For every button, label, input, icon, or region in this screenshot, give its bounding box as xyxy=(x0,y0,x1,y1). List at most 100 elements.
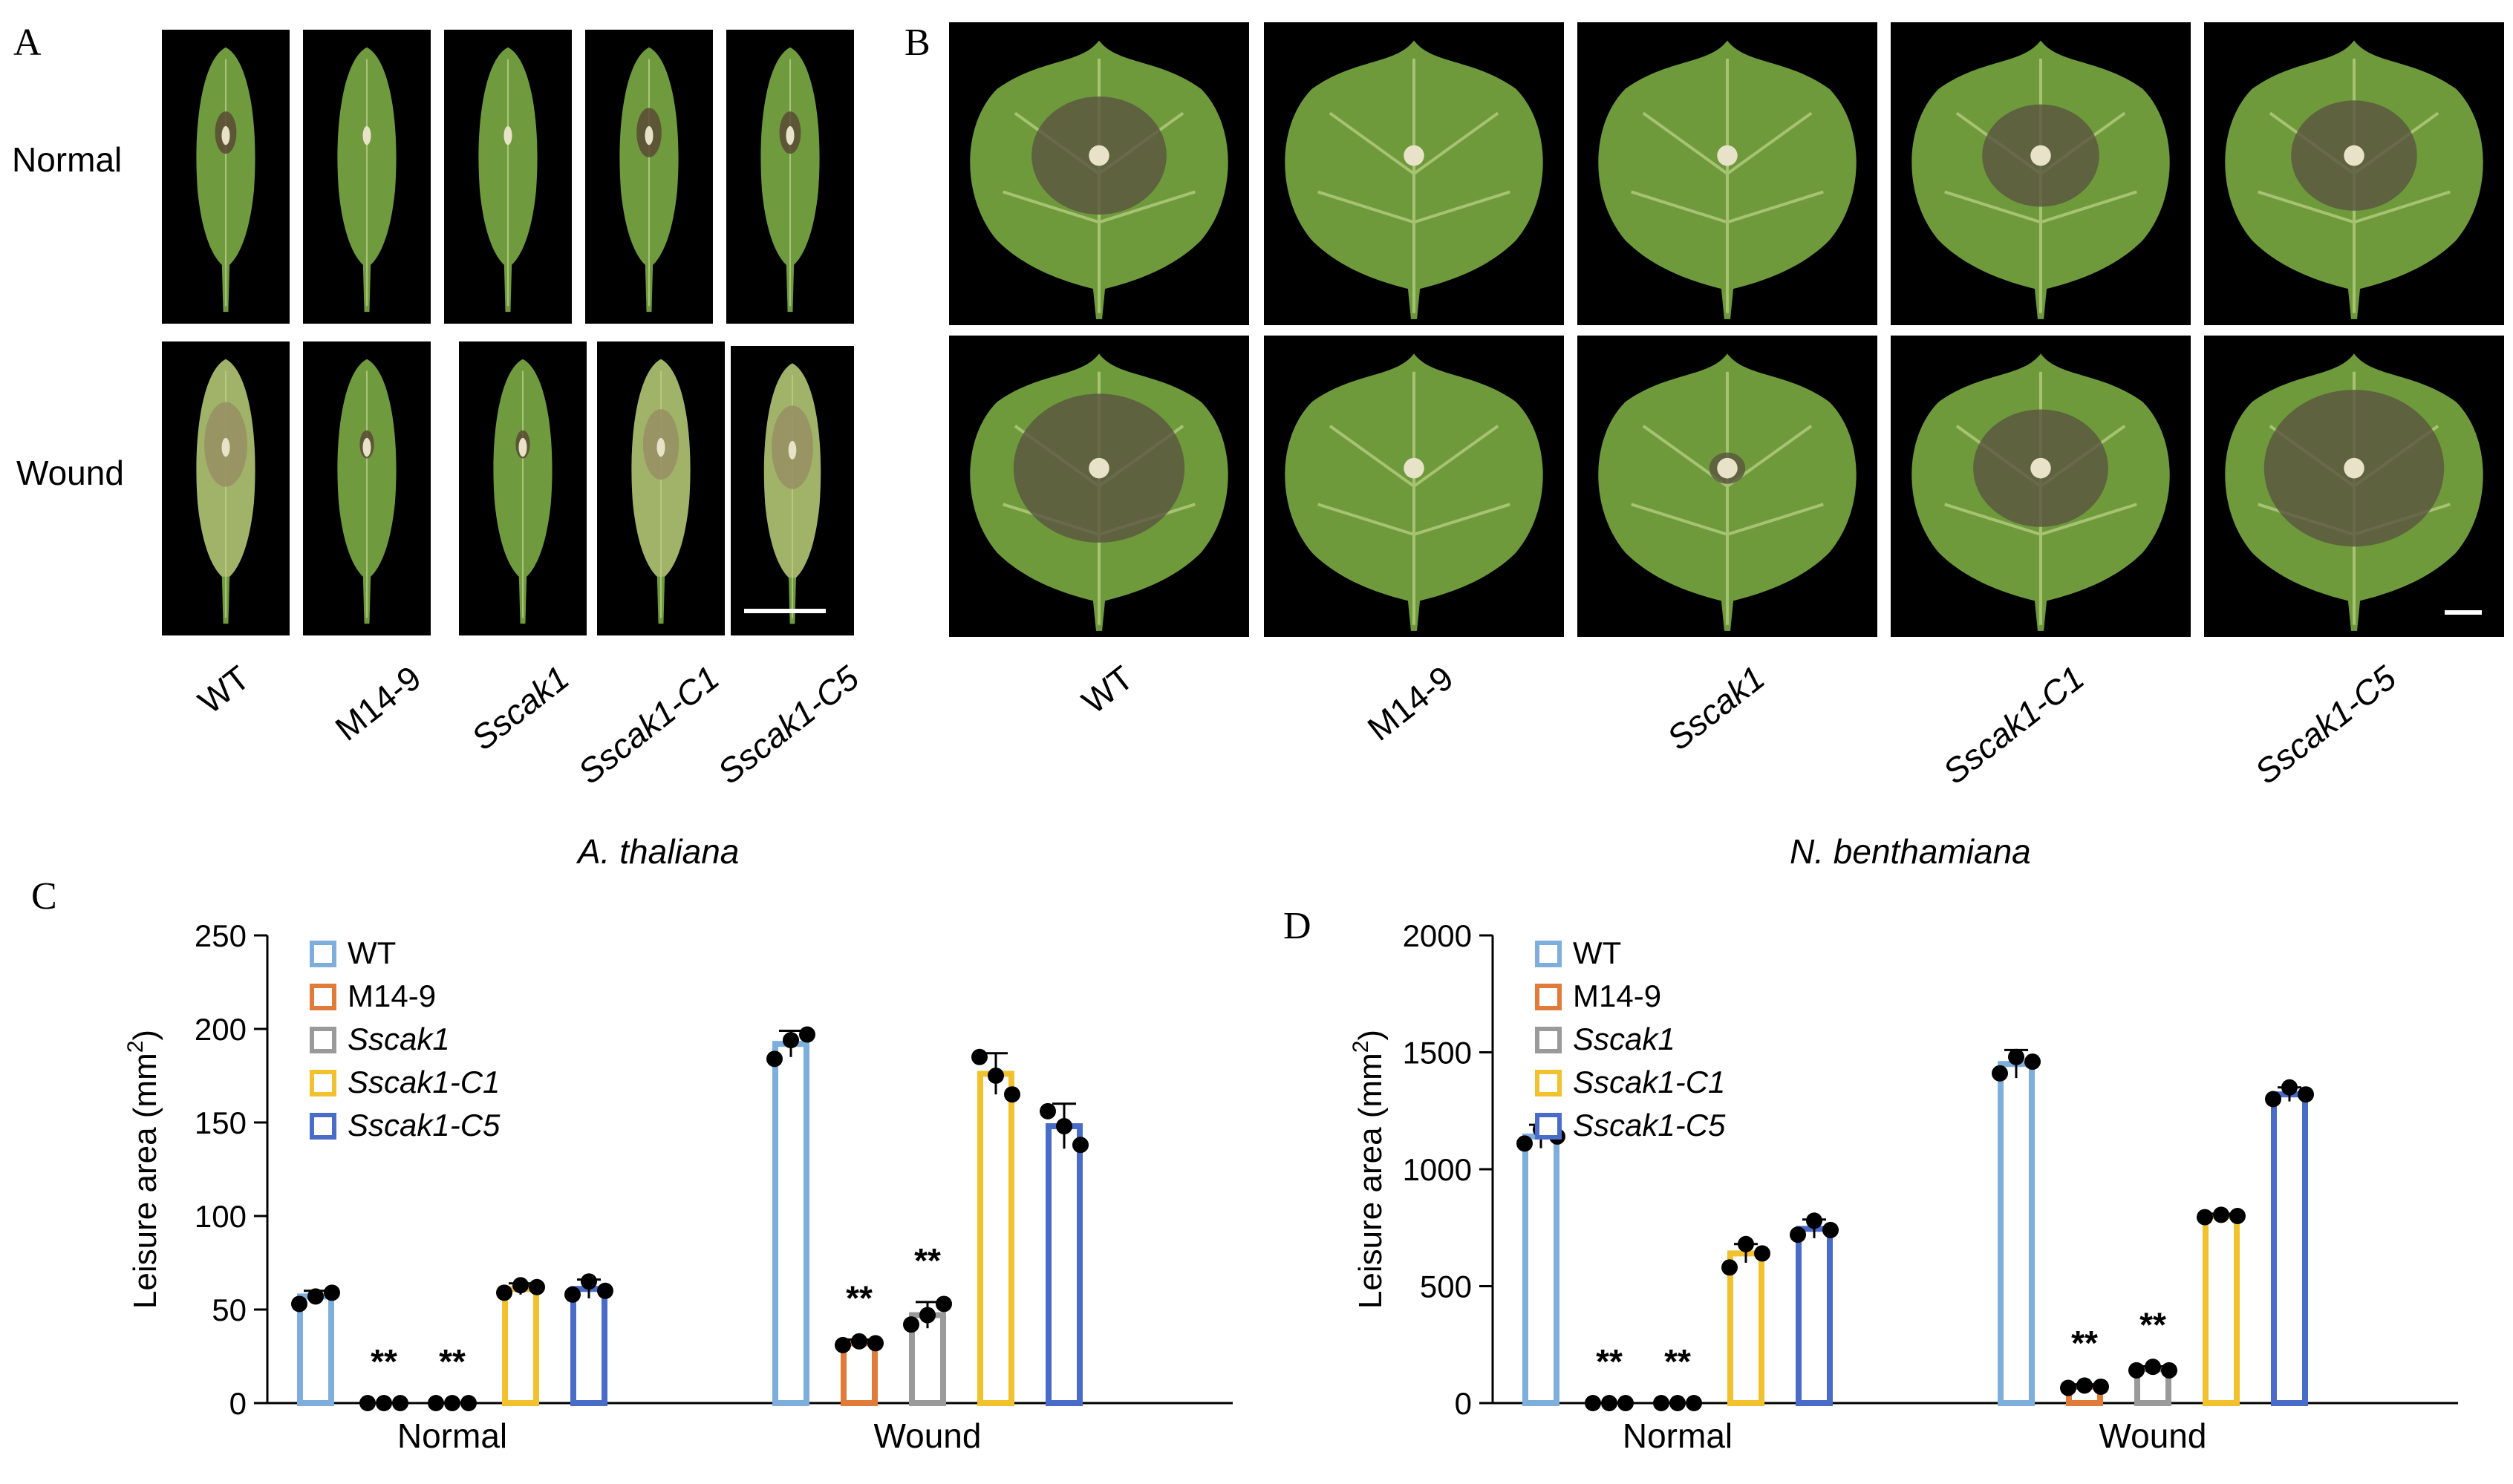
leaf-photo-b-normal xyxy=(1891,22,2191,325)
leaf-photo-a-wound xyxy=(731,346,854,635)
data-point xyxy=(2128,1362,2145,1379)
data-point xyxy=(835,1336,851,1353)
data-point xyxy=(1806,1212,1822,1229)
legend-label: WT xyxy=(1573,935,1621,970)
data-point xyxy=(1040,1102,1056,1119)
data-point xyxy=(1721,1259,1738,1276)
y-tick-label: 0 xyxy=(1455,1386,1472,1421)
data-point xyxy=(1790,1226,1806,1243)
data-point xyxy=(460,1395,477,1411)
data-point xyxy=(1004,1086,1020,1103)
data-point xyxy=(581,1273,597,1290)
strain-label: Sscak1 xyxy=(1660,658,1773,758)
leaf-photo-a-normal xyxy=(303,30,431,324)
data-point xyxy=(564,1286,581,1303)
data-point xyxy=(1738,1235,1754,1252)
leaf-photo-b-wound xyxy=(1264,336,1564,637)
leaf-photo-b-normal xyxy=(1577,22,1877,325)
significance-mark: ** xyxy=(439,1342,466,1381)
significance-mark: ** xyxy=(914,1241,941,1280)
panel-label-d: D xyxy=(1283,905,1311,947)
data-point xyxy=(2229,1208,2246,1224)
data-point xyxy=(783,1032,799,1049)
data-point xyxy=(2060,1379,2076,1396)
significance-mark: ** xyxy=(846,1278,873,1317)
bar xyxy=(841,1340,878,1406)
bar xyxy=(297,1293,334,1406)
data-point xyxy=(1585,1395,1601,1411)
bar xyxy=(977,1070,1014,1406)
bar xyxy=(1998,1061,2035,1406)
panel-label-b: B xyxy=(905,22,930,64)
data-point xyxy=(1992,1065,2008,1082)
legend-swatch xyxy=(1535,984,1562,1010)
data-point xyxy=(1056,1118,1072,1135)
bar xyxy=(2203,1213,2240,1406)
data-point xyxy=(529,1278,545,1295)
bar xyxy=(1522,1133,1559,1406)
y-tick-label: 50 xyxy=(212,1292,247,1327)
data-point xyxy=(1653,1395,1669,1411)
data-point xyxy=(2145,1359,2161,1376)
strain-label: Sscak1-C1 xyxy=(570,658,727,791)
legend-swatch xyxy=(1535,1070,1562,1096)
bar xyxy=(1796,1226,1833,1407)
data-point xyxy=(903,1316,919,1333)
leaf-photo-a-normal xyxy=(162,30,290,324)
panel-label-a: A xyxy=(13,22,42,64)
data-point xyxy=(2298,1086,2314,1103)
y-tick-label: 1000 xyxy=(1403,1152,1472,1187)
strain-label: WT xyxy=(1075,658,1141,722)
legend-swatch xyxy=(310,941,336,967)
data-point xyxy=(1669,1395,1686,1411)
legend-label: M14-9 xyxy=(348,978,436,1013)
significance-mark: ** xyxy=(1664,1342,1691,1381)
leaf-photo-a-normal xyxy=(444,30,572,324)
legend-label: WT xyxy=(348,935,396,970)
data-point xyxy=(1601,1395,1617,1411)
data-point xyxy=(597,1282,613,1299)
legend-swatch xyxy=(310,1113,336,1140)
leaf-photo-a-normal xyxy=(726,30,854,324)
legend-label: Sscak1 xyxy=(1573,1022,1675,1056)
strain-label: Sscak1 xyxy=(464,658,577,758)
y-tick-label: 250 xyxy=(195,918,247,953)
leaf-photo-a-wound xyxy=(303,341,431,635)
data-point xyxy=(988,1068,1004,1084)
data-point xyxy=(1822,1221,1839,1238)
data-point xyxy=(376,1395,392,1411)
row-label-normal: Normal xyxy=(12,140,123,179)
host-title-a: A. thaliana xyxy=(578,832,740,871)
data-point xyxy=(2213,1206,2229,1223)
legend-swatch xyxy=(310,1027,336,1053)
data-point xyxy=(971,1048,988,1065)
y-tick-label: 100 xyxy=(195,1199,247,1234)
y-axis-label: Leisure area (mm2) xyxy=(1349,1030,1389,1309)
legend-label: Sscak1-C1 xyxy=(1573,1065,1725,1099)
x-category-label: Wound xyxy=(2099,1416,2207,1455)
data-point xyxy=(851,1333,867,1350)
data-point xyxy=(919,1307,936,1324)
bar xyxy=(570,1286,607,1407)
y-tick-label: 1500 xyxy=(1403,1036,1472,1070)
strain-label: Sscak1-C5 xyxy=(710,658,867,791)
bar xyxy=(1046,1123,1083,1406)
legend-swatch xyxy=(310,1070,336,1096)
data-point xyxy=(1686,1395,1702,1411)
data-point xyxy=(1617,1395,1634,1411)
bar xyxy=(502,1286,539,1407)
data-point xyxy=(359,1395,376,1411)
data-point xyxy=(2093,1378,2109,1395)
data-point xyxy=(2161,1362,2177,1379)
y-axis-label: Leisure area (mm2) xyxy=(123,1030,163,1309)
leaf-photo-a-wound xyxy=(459,341,587,635)
significance-mark: ** xyxy=(1596,1342,1623,1381)
legend-label: Sscak1-C5 xyxy=(348,1108,501,1143)
bar xyxy=(772,1041,809,1406)
data-point xyxy=(936,1295,952,1313)
scale-bar xyxy=(744,609,826,613)
leaf-photo-a-normal xyxy=(585,30,713,324)
leaf-photo-a-wound xyxy=(597,341,725,635)
strain-label: WT xyxy=(191,658,258,722)
